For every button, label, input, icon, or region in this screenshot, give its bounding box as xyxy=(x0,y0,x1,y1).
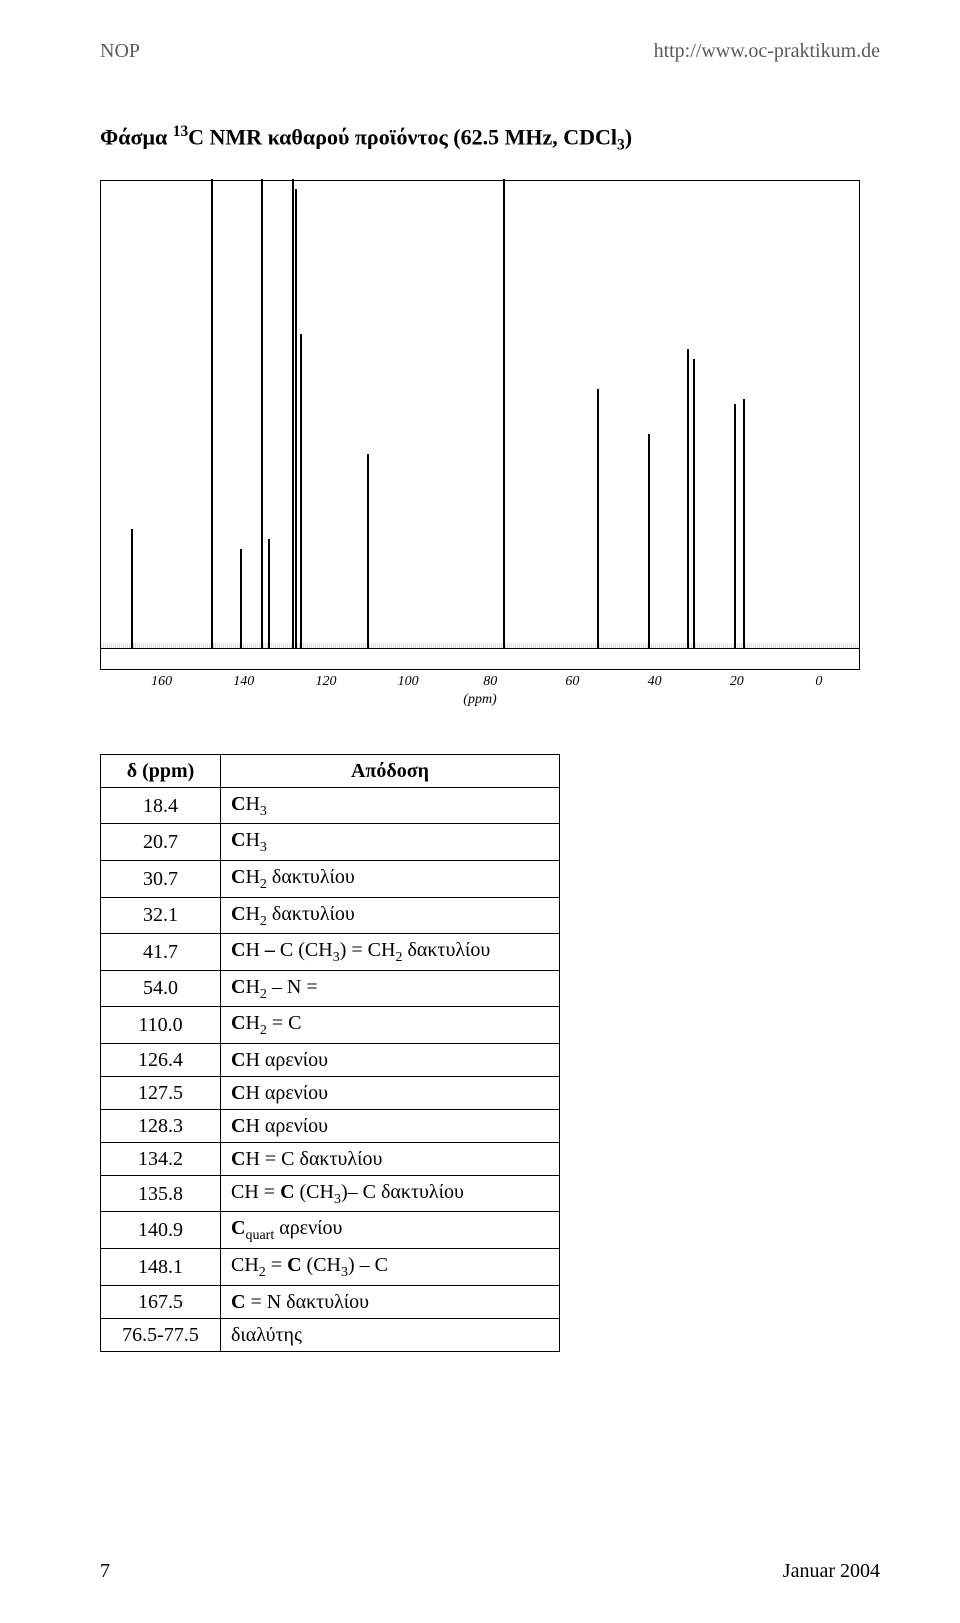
cell-ppm: 127.5 xyxy=(101,1076,221,1109)
cell-assignment: CH αρενίου xyxy=(221,1076,560,1109)
cell-assignment: CH2 = C (CH3) – C xyxy=(221,1249,560,1286)
cell-assignment: CH – C (CH3) = CH2 δακτυλίου xyxy=(221,934,560,971)
cell-ppm: 148.1 xyxy=(101,1249,221,1286)
table-row: 54.0CH2 – N = xyxy=(101,970,560,1007)
cell-ppm: 32.1 xyxy=(101,897,221,934)
header-right: http://www.oc-praktikum.de xyxy=(654,40,880,63)
page-footer: 7 Januar 2004 xyxy=(100,1560,880,1583)
title-close: ) xyxy=(625,124,632,149)
cell-ppm: 140.9 xyxy=(101,1212,221,1249)
col-ppm-header: δ (ppm) xyxy=(101,754,221,787)
cell-ppm: 128.3 xyxy=(101,1109,221,1142)
table-row: 126.4CH αρενίου xyxy=(101,1043,560,1076)
cell-assignment: CH2 – N = xyxy=(221,970,560,1007)
spectrum-peak xyxy=(295,189,297,649)
title-sub: 3 xyxy=(617,137,625,154)
table-row: 167.5C = N δακτυλίου xyxy=(101,1285,560,1318)
nmr-spectrum xyxy=(100,180,860,670)
table-row: 18.4CH3 xyxy=(101,787,560,824)
page-header: NOP http://www.oc-praktikum.de xyxy=(100,40,880,63)
table-header-row: δ (ppm) Απόδοση xyxy=(101,754,560,787)
col-assign-header: Απόδοση xyxy=(221,754,560,787)
footer-page: 7 xyxy=(100,1560,110,1583)
cell-assignment: CH αρενίου xyxy=(221,1043,560,1076)
cell-assignment: CH = C δακτυλίου xyxy=(221,1142,560,1175)
table-row: 41.7CH – C (CH3) = CH2 δακτυλίου xyxy=(101,934,560,971)
title-sup: 13 xyxy=(173,123,188,140)
spectrum-peak xyxy=(211,179,213,649)
cell-ppm: 167.5 xyxy=(101,1285,221,1318)
spectrum-peak xyxy=(743,399,745,649)
cell-ppm: 41.7 xyxy=(101,934,221,971)
figure-title: Φάσμα 13C NMR καθαρού προϊόντος (62.5 MH… xyxy=(100,123,880,155)
table-row: 76.5-77.5διαλύτης xyxy=(101,1318,560,1351)
cell-ppm: 20.7 xyxy=(101,824,221,861)
cell-ppm: 135.8 xyxy=(101,1175,221,1212)
cell-ppm: 54.0 xyxy=(101,970,221,1007)
table-row: 127.5CH αρενίου xyxy=(101,1076,560,1109)
spectrum-peak xyxy=(292,179,294,649)
spectrum-axis: (ppm) 160 140 120 100 80 60 40 20 0 xyxy=(100,674,860,714)
cell-ppm: 134.2 xyxy=(101,1142,221,1175)
spectrum-peak xyxy=(597,389,599,649)
footer-date: Januar 2004 xyxy=(783,1560,880,1583)
cell-assignment: Cquart αρενίου xyxy=(221,1212,560,1249)
cell-assignment: CH2 δακτυλίου xyxy=(221,860,560,897)
table-row: 110.0CH2 = C xyxy=(101,1007,560,1044)
spectrum-peak xyxy=(693,359,695,649)
title-prefix: Φάσμα xyxy=(100,124,173,149)
cell-ppm: 110.0 xyxy=(101,1007,221,1044)
axis-tick-label: 160 xyxy=(151,674,172,690)
axis-tick-label: 0 xyxy=(815,674,822,690)
spectrum-peak xyxy=(648,434,650,649)
cell-assignment: CH αρενίου xyxy=(221,1109,560,1142)
axis-caption: (ppm) xyxy=(463,692,496,708)
spectrum-peak xyxy=(503,179,505,649)
table-row: 32.1CH2 δακτυλίου xyxy=(101,897,560,934)
axis-tick-label: 120 xyxy=(315,674,336,690)
cell-assignment: CH = C (CH3)– C δακτυλίου xyxy=(221,1175,560,1212)
cell-ppm: 126.4 xyxy=(101,1043,221,1076)
axis-tick-label: 80 xyxy=(483,674,497,690)
cell-assignment: CH3 xyxy=(221,824,560,861)
table-row: 30.7CH2 δακτυλίου xyxy=(101,860,560,897)
axis-tick-label: 140 xyxy=(233,674,254,690)
cell-assignment: CH2 δακτυλίου xyxy=(221,897,560,934)
spectrum-peak xyxy=(268,539,270,649)
spectrum-peak xyxy=(240,549,242,649)
cell-assignment: C = N δακτυλίου xyxy=(221,1285,560,1318)
assignment-table: δ (ppm) Απόδοση 18.4CH320.7CH330.7CH2 δα… xyxy=(100,754,560,1352)
table-row: 148.1CH2 = C (CH3) – C xyxy=(101,1249,560,1286)
cell-ppm: 30.7 xyxy=(101,860,221,897)
axis-tick-label: 20 xyxy=(730,674,744,690)
axis-tick-label: 60 xyxy=(565,674,579,690)
table-row: 134.2CH = C δακτυλίου xyxy=(101,1142,560,1175)
header-left: NOP xyxy=(100,40,140,63)
axis-tick-label: 40 xyxy=(648,674,662,690)
title-rest: C NMR καθαρού προϊόντος (62.5 MHz, CDCl xyxy=(188,124,617,149)
spectrum-peak xyxy=(734,404,736,649)
table-row: 20.7CH3 xyxy=(101,824,560,861)
cell-assignment: CH3 xyxy=(221,787,560,824)
spectrum-peak xyxy=(261,179,263,649)
spectrum-peak xyxy=(367,454,369,649)
cell-ppm: 18.4 xyxy=(101,787,221,824)
spectrum-peak xyxy=(131,529,133,649)
spectrum-peak xyxy=(300,334,302,649)
cell-assignment: CH2 = C xyxy=(221,1007,560,1044)
cell-assignment: διαλύτης xyxy=(221,1318,560,1351)
table-row: 128.3CH αρενίου xyxy=(101,1109,560,1142)
spectrum-peak xyxy=(687,349,689,649)
cell-ppm: 76.5-77.5 xyxy=(101,1318,221,1351)
table-row: 140.9Cquart αρενίου xyxy=(101,1212,560,1249)
table-row: 135.8CH = C (CH3)– C δακτυλίου xyxy=(101,1175,560,1212)
axis-tick-label: 100 xyxy=(398,674,419,690)
